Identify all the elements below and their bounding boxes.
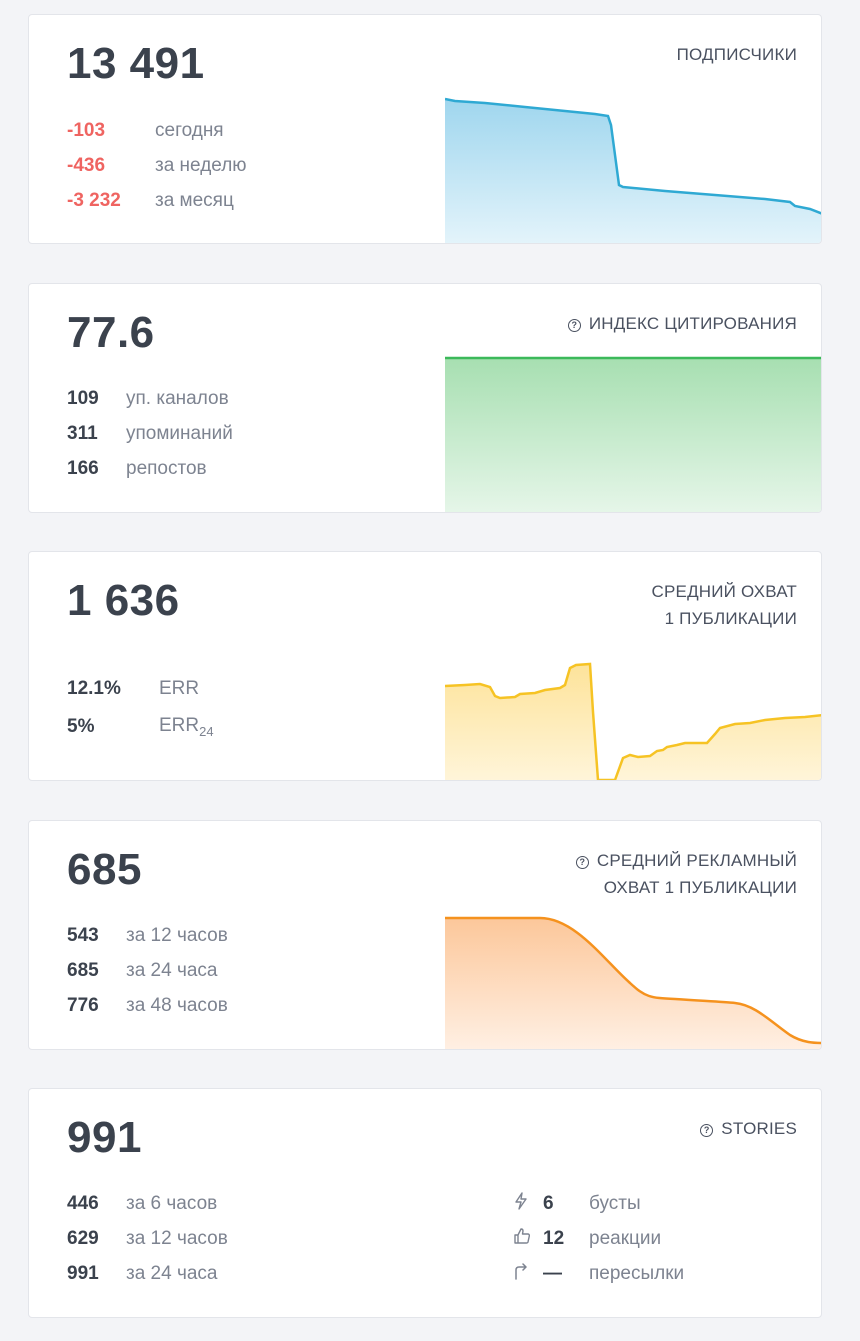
- stat-label: упоминаний: [126, 422, 233, 444]
- stat-value: 776: [67, 994, 99, 1016]
- stat-value: 5%: [67, 716, 95, 737]
- ad-reach-title-line2: ОХВАТ 1 ПУБЛИКАЦИИ: [603, 878, 797, 897]
- reactions-label: реакции: [589, 1227, 662, 1249]
- engagement-row: 12 реакции: [513, 1221, 684, 1256]
- stat-value: 109: [67, 387, 99, 409]
- thumbs-up-icon: [513, 1227, 543, 1250]
- stories-title: ? STORIES: [700, 1115, 797, 1142]
- subscribers-sparkline: [445, 95, 821, 243]
- engagement-row: — пересылки: [513, 1256, 684, 1291]
- stat-row: 629 за 12 часов: [67, 1221, 228, 1256]
- citation-card: 77.6 ? ИНДЕКС ЦИТИРОВАНИЯ 109 уп. каналов…: [28, 283, 822, 513]
- stat-value: 446: [67, 1192, 99, 1214]
- stat-label: репостов: [126, 457, 207, 479]
- ad-reach-stats: 543 за 12 часов 685 за 24 часа 776 за 48…: [67, 918, 228, 1023]
- forwards-value: —: [543, 1262, 562, 1284]
- stories-value: 991: [67, 1113, 142, 1162]
- stat-value: 685: [67, 959, 99, 981]
- boosts-value: 6: [543, 1192, 554, 1214]
- engagement-row: 6 бусты: [513, 1186, 684, 1221]
- stat-value: 629: [67, 1227, 99, 1249]
- ad-reach-card: 685 ? СРЕДНИЙ РЕКЛАМНЫЙ ОХВАТ 1 ПУБЛИКАЦИ…: [28, 820, 822, 1050]
- stat-row: 12.1% ERR: [67, 670, 214, 708]
- citation-sparkline: [445, 356, 821, 512]
- ad-reach-sparkline: [445, 911, 821, 1049]
- stories-title-text: STORIES: [721, 1119, 797, 1138]
- reach-sparkline: [445, 652, 821, 780]
- citation-title-text: ИНДЕКС ЦИТИРОВАНИЯ: [588, 314, 797, 333]
- subscribers-count: 13 491: [67, 39, 205, 88]
- stat-label: уп. каналов: [126, 387, 229, 409]
- stat-row: -103 сегодня: [67, 113, 247, 148]
- reach-title: СРЕДНИЙ ОХВАТ 1 ПУБЛИКАЦИИ: [652, 578, 797, 632]
- stat-row: 446 за 6 часов: [67, 1186, 228, 1221]
- reach-title-line1: СРЕДНИЙ ОХВАТ: [651, 582, 797, 601]
- stories-stats: 446 за 6 часов 629 за 12 часов 991 за 24…: [67, 1186, 228, 1291]
- stat-label: за неделю: [155, 154, 247, 176]
- citation-index-value: 77.6: [67, 308, 155, 357]
- stat-label: ERR: [159, 678, 200, 699]
- forwards-label: пересылки: [589, 1262, 685, 1284]
- citation-stats: 109 уп. каналов 311 упоминаний 166 репос…: [67, 381, 233, 486]
- ad-reach-title: ? СРЕДНИЙ РЕКЛАМНЫЙ ОХВАТ 1 ПУБЛИКАЦИИ: [575, 847, 797, 901]
- lightning-icon: [513, 1192, 543, 1215]
- reach-title-line2: 1 ПУБЛИКАЦИИ: [664, 609, 797, 628]
- subscribers-stats: -103 сегодня -436 за неделю -3 232 за ме…: [67, 113, 247, 218]
- stat-label: за 12 часов: [126, 924, 228, 946]
- err-subscript: 24: [199, 723, 214, 739]
- err-label: ERR: [159, 715, 200, 737]
- stories-card: 991 ? STORIES 446 за 6 часов 629 за 12 ча…: [28, 1088, 822, 1318]
- reach-card: 1 636 СРЕДНИЙ ОХВАТ 1 ПУБЛИКАЦИИ 12.1% E…: [28, 551, 822, 781]
- stat-row: 109 уп. каналов: [67, 381, 233, 416]
- reach-value: 1 636: [67, 576, 180, 625]
- ad-reach-value: 685: [67, 845, 142, 894]
- stat-row: 543 за 12 часов: [67, 918, 228, 953]
- stat-value: 166: [67, 457, 99, 479]
- stat-row: 776 за 48 часов: [67, 988, 228, 1023]
- stat-value: -3 232: [67, 189, 121, 211]
- stat-label: за месяц: [155, 189, 234, 211]
- stat-value: 991: [67, 1262, 99, 1284]
- help-icon[interactable]: ?: [700, 1124, 714, 1137]
- stat-row: 311 упоминаний: [67, 416, 233, 451]
- boosts-label: бусты: [589, 1192, 641, 1214]
- stat-value: 12.1%: [67, 678, 121, 699]
- subscribers-card: 13 491 ПОДПИСЧИКИ -103 сегодня -436 за н…: [28, 14, 822, 244]
- ad-reach-title-line1-text: СРЕДНИЙ РЕКЛАМНЫЙ: [596, 851, 797, 870]
- stat-row: -436 за неделю: [67, 148, 247, 183]
- ad-reach-title-line1: ? СРЕДНИЙ РЕКЛАМНЫЙ: [575, 847, 797, 874]
- stat-row: 5% ERR24: [67, 708, 214, 746]
- stat-label: ERR24: [159, 715, 214, 739]
- stat-row: 166 репостов: [67, 451, 233, 486]
- help-icon[interactable]: ?: [575, 856, 589, 869]
- help-icon[interactable]: ?: [567, 319, 581, 332]
- stat-value: 543: [67, 924, 99, 946]
- citation-title: ? ИНДЕКС ЦИТИРОВАНИЯ: [567, 310, 797, 337]
- stat-label: за 48 часов: [126, 994, 228, 1016]
- stat-label: сегодня: [155, 119, 224, 141]
- stories-engagement: 6 бусты 12 реакции — пересылки: [513, 1186, 684, 1291]
- subscribers-title: ПОДПИСЧИКИ: [676, 45, 797, 64]
- stat-value: -103: [67, 119, 106, 141]
- stat-row: 685 за 24 часа: [67, 953, 228, 988]
- stat-row: 991 за 24 часа: [67, 1256, 228, 1291]
- stat-value: -436: [67, 154, 106, 176]
- stat-label: за 24 часа: [126, 959, 218, 981]
- stat-label: за 12 часов: [126, 1227, 228, 1249]
- reach-stats: 12.1% ERR 5% ERR24: [67, 670, 214, 746]
- stat-label: за 6 часов: [126, 1192, 218, 1214]
- stat-value: 311: [67, 422, 98, 444]
- stat-label: за 24 часа: [126, 1262, 218, 1284]
- forward-arrow-icon: [513, 1262, 543, 1285]
- stat-row: -3 232 за месяц: [67, 183, 247, 218]
- reactions-value: 12: [543, 1227, 565, 1249]
